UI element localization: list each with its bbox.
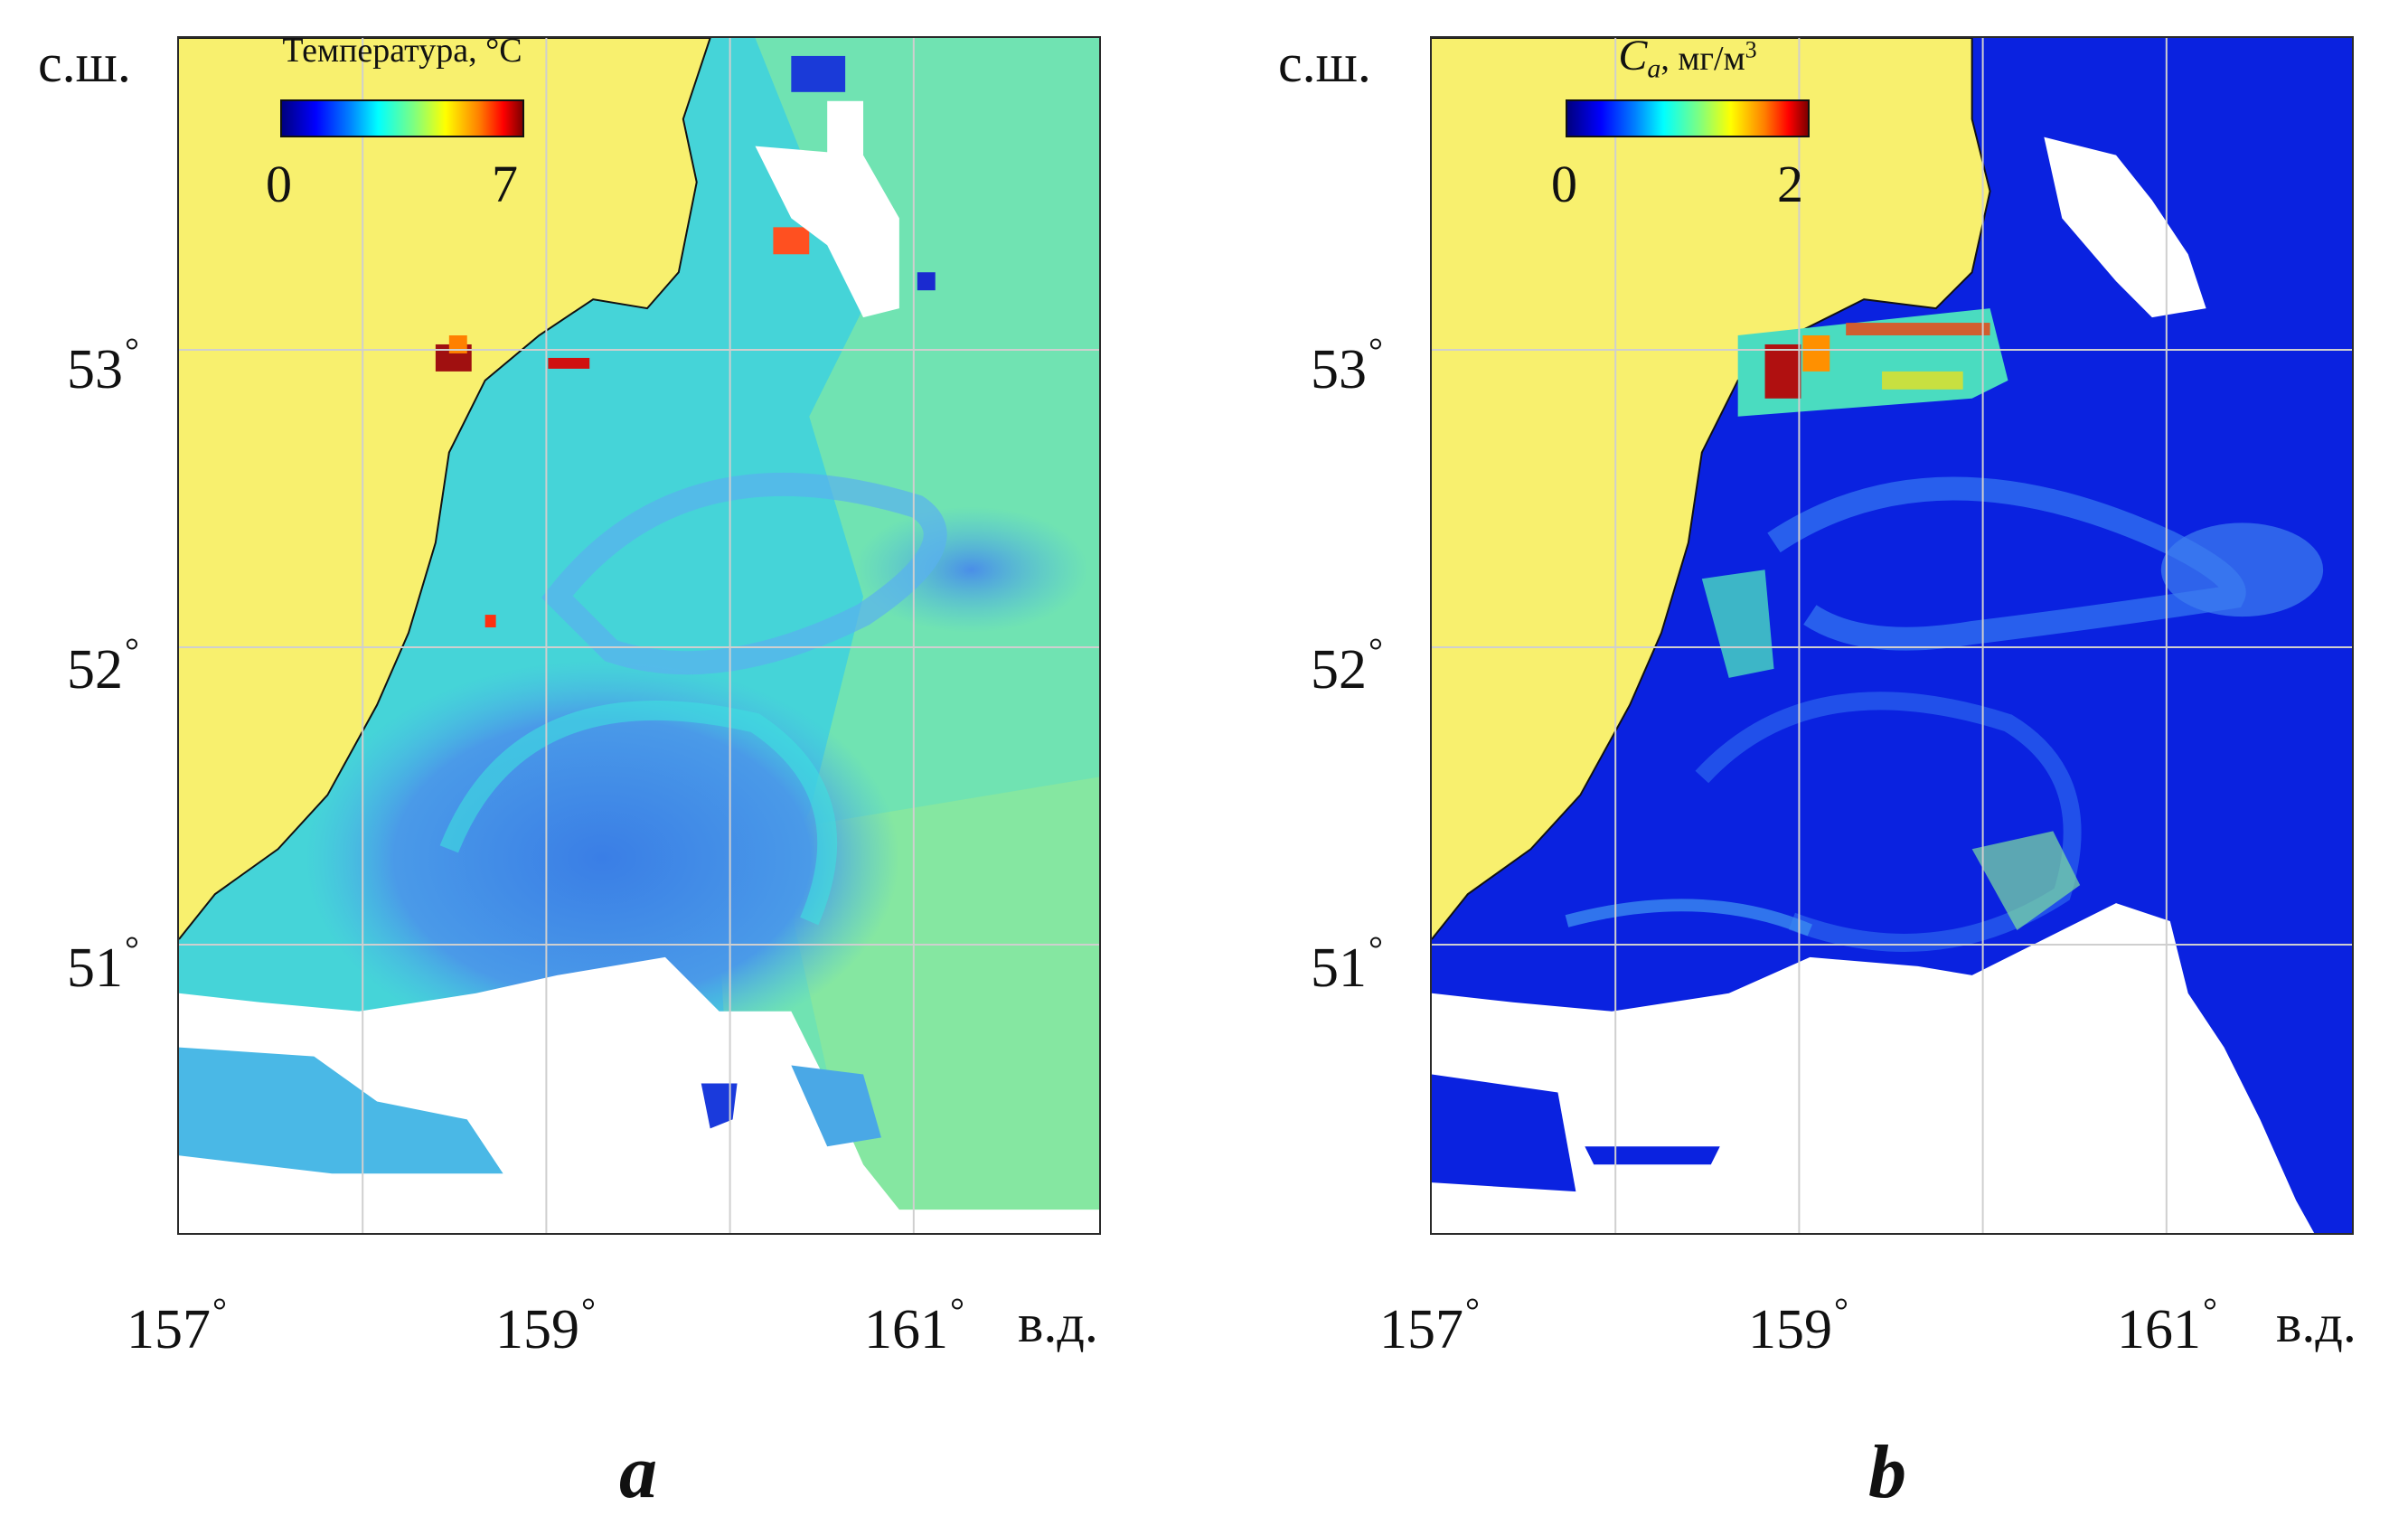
lon-tick-159: 159° [1748,1290,1848,1360]
lat-tick-53: 53° [67,330,139,400]
temperature-map-image [179,38,1099,1233]
panel-letter-b: b [1868,1430,1906,1514]
coastline [179,38,711,940]
lat-tick-52: 52° [1311,630,1383,701]
colorbar-min-label: 0 [1551,155,1577,213]
lat-tick-53: 53° [1311,330,1383,400]
no-data-region-north [755,146,899,318]
land [1432,38,1990,939]
colorbar-max-label: 7 [492,155,518,213]
latitude-axis-name: с.ш. [1278,33,1371,93]
lat-tick-51: 51° [1311,928,1383,999]
colorbar-title: Ca, мг/м3 [1618,32,1757,84]
longitude-axis-name: в.д. [2276,1294,2356,1353]
graticule [1432,38,2352,1233]
cold-eddy [305,659,899,1057]
latitude-axis-name: с.ш. [38,33,131,93]
panel-a-temperature-map: с.ш. 53° 52° 51° [38,18,1101,1514]
lon-tick-157: 157° [1379,1290,1480,1360]
colorbar-gradient [280,99,524,137]
no-data-region-north [2044,136,2206,318]
colorbar-min-label: 0 [266,155,292,213]
colorbar-max-label: 2 [1777,155,1803,213]
lat-tick-52: 52° [67,630,139,701]
lon-tick-161: 161° [864,1290,964,1360]
temperature-colorbar: Температура, °С 0 7 [253,18,533,226]
panel-letter-a: a [619,1430,657,1514]
panel-b-chlorophyll-map: с.ш. 53° 52° 51° [1204,0,2408,1525]
colorbar-gradient [1566,99,1810,137]
lon-tick-161: 161° [2117,1290,2217,1360]
chlorophyll-map-image [1432,38,2352,1233]
lon-tick-157: 157° [127,1290,227,1360]
longitude-axis-name: в.д. [1018,1294,1098,1353]
graticule [179,38,1099,1233]
colorbar-title: Температура, °С [282,32,522,70]
chlorophyll-map-frame [1430,36,2354,1235]
chlorophyll-colorbar: Ca, мг/м3 0 2 [1538,18,1819,226]
land [179,38,710,939]
temperature-map-frame [177,36,1101,1235]
lon-tick-159: 159° [495,1290,596,1360]
lat-tick-51: 51° [67,928,139,999]
